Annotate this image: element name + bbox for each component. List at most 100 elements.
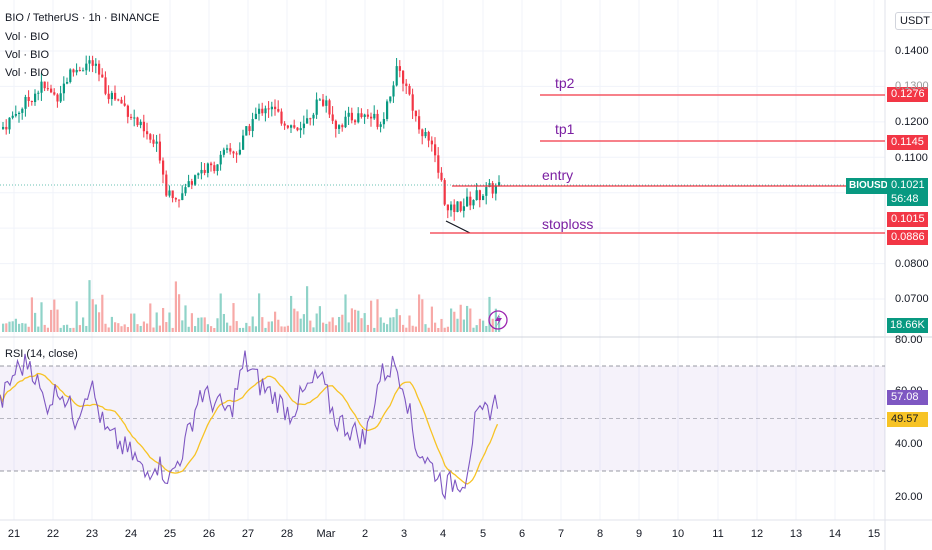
volume-bar [120, 326, 123, 332]
candle-body [283, 123, 286, 126]
candle-body [229, 148, 232, 152]
candle-body [59, 93, 62, 102]
volume-bar [174, 281, 177, 332]
volume-bar [69, 327, 72, 332]
candle-body [274, 106, 277, 110]
time-label: Mar [316, 528, 336, 540]
candle-body [152, 139, 155, 144]
candle-body [213, 165, 216, 172]
volume-bar [88, 280, 91, 332]
candle-body [136, 117, 139, 126]
candle-body [37, 92, 40, 94]
candle-body [24, 96, 27, 109]
volume-bar [430, 306, 433, 332]
candle-body [373, 113, 376, 119]
time-label: 13 [789, 528, 803, 540]
volume-bar [482, 320, 485, 332]
volume-bar [248, 326, 251, 332]
current-price-tag: 0.1021 56:48 [887, 178, 928, 206]
volume-bar [408, 315, 411, 332]
volume-bar [418, 294, 421, 332]
volume-bar [338, 316, 341, 332]
candle-body [162, 160, 165, 175]
candle-body [392, 85, 395, 97]
candle-body [206, 163, 209, 173]
countdown-value: 56:48 [891, 193, 919, 205]
volume-bar [168, 312, 171, 332]
volume-bar [318, 306, 321, 332]
candle-body [53, 92, 56, 95]
volume-bar [325, 323, 328, 332]
candle-body [386, 101, 389, 120]
price-tick-0.1400: 0.1400 [895, 45, 929, 57]
candle-body [78, 69, 81, 71]
candle-body [200, 169, 203, 174]
volume-bar [344, 294, 347, 332]
time-label: 27 [241, 528, 255, 540]
volume-bar [82, 317, 85, 332]
volume-bar [104, 323, 107, 332]
volume-bar [392, 317, 395, 332]
candle-body [114, 92, 117, 100]
time-label: 22 [46, 528, 60, 540]
candle-body [219, 154, 222, 165]
volume-bar [498, 315, 501, 332]
rsi-legend[interactable]: RSI (14, close) [5, 348, 78, 360]
candle-body [443, 180, 446, 205]
candle-body [331, 114, 334, 121]
volume-bar [485, 325, 488, 332]
candle-body [430, 140, 433, 145]
currency-label[interactable]: USDT [895, 12, 932, 30]
time-label: 15 [867, 528, 881, 540]
volume-bar [443, 327, 446, 332]
candle-body [94, 63, 97, 66]
volume-bar [203, 317, 206, 332]
volume-bar [85, 325, 88, 332]
volume-bar [488, 296, 491, 332]
candle-body [168, 190, 171, 196]
candle-body [370, 116, 373, 119]
volume-bar [200, 317, 203, 332]
candle-body [40, 81, 43, 93]
time-label: 26 [202, 528, 216, 540]
candle-body [456, 201, 459, 212]
volume-bar [30, 297, 33, 332]
volume-bar [53, 299, 56, 332]
symbol-legend[interactable]: BIO / TetherUS · 1h · BINANCE [5, 12, 160, 24]
volume-bar [229, 325, 232, 332]
rsi-ma-value-tag: 49.57 [887, 412, 928, 427]
volume-value-tag: 18.66K [887, 318, 928, 333]
level-label-stoploss: stoploss [542, 216, 594, 232]
volume-bar [302, 314, 305, 332]
candle-body [418, 116, 421, 130]
candle-body [366, 114, 369, 117]
candle-body [126, 105, 129, 117]
volume-legend-3[interactable]: Vol · BIO [5, 67, 50, 79]
time-label: 25 [163, 528, 177, 540]
candle-body [69, 69, 72, 82]
volume-bar [142, 321, 145, 332]
price-tick-0.1100: 0.1100 [895, 152, 928, 164]
volume-legend-1[interactable]: Vol · BIO [5, 31, 50, 43]
candle-body [309, 118, 312, 120]
candle-body [472, 200, 475, 206]
candle-body [178, 199, 181, 201]
volume-bar [133, 313, 136, 332]
candle-body [357, 113, 360, 123]
volume-bar [2, 323, 5, 332]
candle-body [302, 123, 305, 129]
volume-bar [11, 321, 14, 332]
candle-body [389, 96, 392, 102]
lightning-icon [488, 310, 508, 330]
candle-body [254, 113, 257, 120]
volume-bar [270, 321, 273, 332]
candle-body [414, 110, 417, 117]
candle-body [312, 114, 315, 119]
candle-body [104, 77, 107, 94]
candle-body [142, 121, 145, 132]
volume-legend-2[interactable]: Vol · BIO [5, 49, 50, 61]
volume-bar [181, 320, 184, 332]
candle-body [453, 204, 456, 212]
candle-body [2, 126, 5, 129]
